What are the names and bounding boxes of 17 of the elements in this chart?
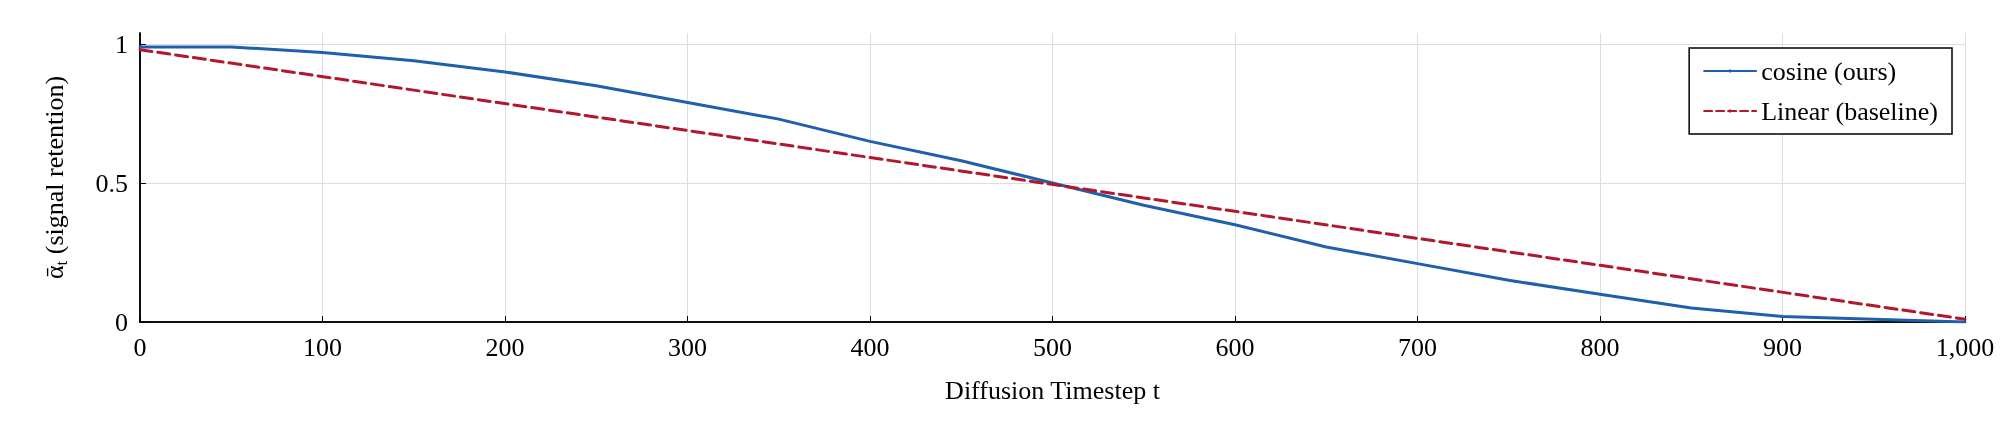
x-tick-label: 900 [1763,332,1802,362]
x-tick-label: 600 [1215,332,1255,362]
x-tick-label: 100 [303,332,342,362]
x-tick-label: 500 [1033,332,1072,362]
y-tick-label: 0 [115,307,128,337]
x-tick-label: 400 [850,332,890,362]
x-tick-label: 200 [485,332,525,362]
x-tick-label: 700 [1398,332,1437,362]
x-tick-label: 300 [668,332,707,362]
y-axis-title: ᾱt (signal retention) [40,75,71,280]
legend-label: cosine (ours) [1761,56,1897,86]
x-tick-label: 800 [1580,332,1620,362]
y-tick-label: 0.5 [95,168,128,198]
legend-label: Linear (baseline) [1761,96,1939,126]
y-tick-label: 1 [115,29,128,59]
x-tick-label: 1,000 [1935,332,1995,362]
x-axis-title: Diffusion Timestep t [945,375,1161,405]
